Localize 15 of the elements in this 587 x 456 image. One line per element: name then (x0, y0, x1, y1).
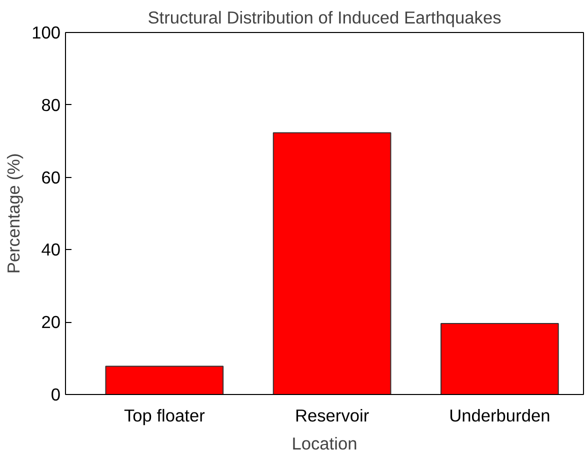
x-tick-label: Reservoir (294, 406, 370, 426)
y-tick-label: 80 (41, 94, 61, 115)
y-tick-label: 40 (41, 240, 61, 260)
bar (105, 366, 224, 394)
y-tick-label: 0 (50, 384, 61, 404)
x-tick-label: Top floater (124, 406, 206, 426)
x-tick-label: Underburden (449, 406, 550, 426)
y-tick-label: 100 (32, 22, 61, 42)
y-axis-title: Percentage (%) (4, 153, 24, 274)
y-tick-label: 20 (41, 312, 61, 332)
chart-title: Structural Distribution of Induced Earthquakes (148, 8, 502, 28)
y-tick-label: 60 (41, 167, 61, 188)
x-axis-title: Location (292, 434, 358, 454)
bar (440, 323, 559, 394)
bar (272, 132, 392, 394)
